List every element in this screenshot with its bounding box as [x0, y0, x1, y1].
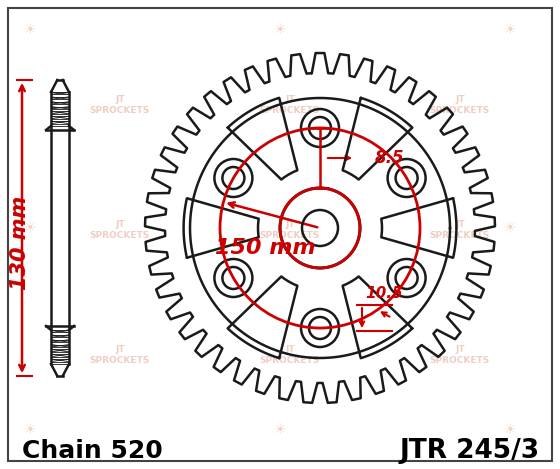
Text: 10.5: 10.5	[366, 286, 403, 301]
Text: ☀: ☀	[24, 23, 36, 37]
Text: JT
SPROCKETS: JT SPROCKETS	[90, 95, 150, 115]
Text: JT
SPROCKETS: JT SPROCKETS	[430, 220, 490, 240]
Text: Chain 520: Chain 520	[22, 439, 163, 463]
Text: JTR 245/3: JTR 245/3	[400, 438, 540, 464]
Text: JT
SPROCKETS: JT SPROCKETS	[430, 95, 490, 115]
Text: ☀: ☀	[504, 23, 516, 37]
Text: ☀: ☀	[504, 221, 516, 235]
Text: JT
SPROCKETS: JT SPROCKETS	[90, 220, 150, 240]
Text: JT
SPROCKETS: JT SPROCKETS	[260, 220, 320, 240]
Text: JT
SPROCKETS: JT SPROCKETS	[260, 345, 320, 365]
Text: ☀: ☀	[274, 23, 286, 37]
Text: 130 mm: 130 mm	[10, 196, 30, 290]
Text: 150 mm: 150 mm	[214, 238, 315, 258]
Text: JT
SPROCKETS: JT SPROCKETS	[90, 345, 150, 365]
Text: ☀: ☀	[274, 423, 286, 437]
Text: JT
SPROCKETS: JT SPROCKETS	[260, 95, 320, 115]
Text: ☀: ☀	[24, 221, 36, 235]
Text: JT
SPROCKETS: JT SPROCKETS	[430, 345, 490, 365]
Text: 8.5: 8.5	[375, 149, 405, 167]
Text: ☀: ☀	[24, 423, 36, 437]
Text: ☀: ☀	[504, 423, 516, 437]
